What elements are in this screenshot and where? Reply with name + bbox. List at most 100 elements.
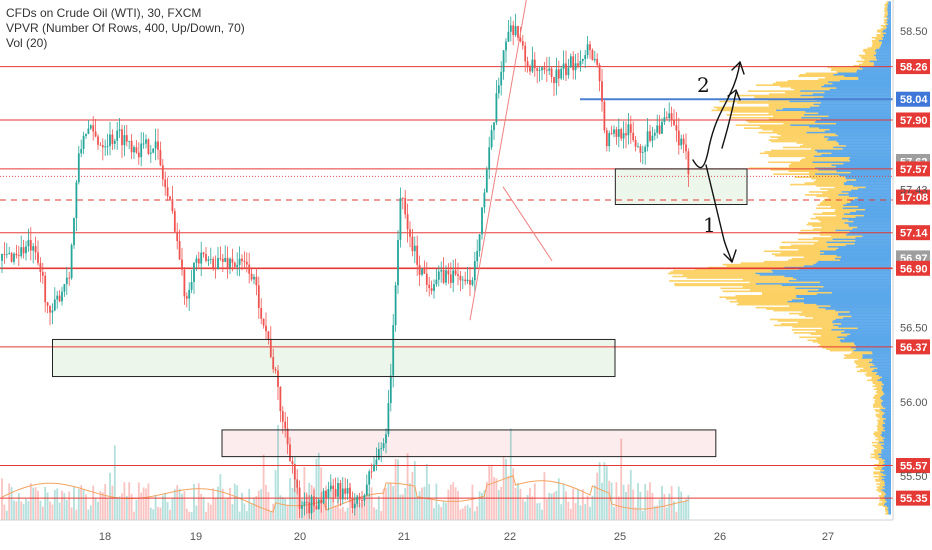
candle-body [625, 133, 627, 136]
price-tag-58-04[interactable]: 58.04 [896, 91, 930, 107]
vp-row-up [735, 294, 796, 297]
vp-row-down [885, 32, 891, 35]
volume-bar [411, 471, 414, 520]
vp-row-up [818, 219, 849, 221]
vp-row-up [770, 136, 825, 138]
volume-bar [99, 490, 102, 520]
vp-row-up [876, 33, 883, 36]
vp-row-up [809, 171, 851, 174]
trend-line-up[interactable] [469, 0, 530, 321]
vp-row-down [831, 292, 891, 294]
vp-row-up [810, 217, 842, 220]
price-tag-55-50[interactable]: 55.50 [900, 471, 928, 483]
vp-row-up [787, 79, 840, 82]
price-tag-bg [896, 260, 930, 276]
vp-row-down [871, 370, 891, 373]
vp-row-down [858, 205, 891, 208]
volume-bar [133, 511, 135, 520]
candle-body [507, 31, 510, 42]
vp-row-down [875, 56, 891, 58]
vp-row-down [887, 508, 891, 511]
candle-body [353, 503, 356, 509]
vp-row-up [871, 378, 880, 380]
vp-row-down [887, 7, 891, 9]
vp-row-up [872, 404, 882, 407]
vp-row-down [881, 385, 891, 388]
vp-row-down [836, 87, 891, 89]
vp-row-up [780, 251, 825, 254]
candle-body [382, 443, 385, 449]
price-tag-55-57[interactable]: 55.57 [896, 458, 930, 474]
vp-row-up [807, 222, 845, 224]
volume-bar [389, 483, 392, 520]
volume-bar [476, 506, 479, 520]
candle-body [387, 403, 390, 435]
vp-row-down [877, 379, 891, 382]
volume-bar [142, 487, 145, 520]
vp-row-up [871, 376, 882, 379]
price-tag-17-08[interactable]: 17:08 [896, 189, 930, 205]
vp-row-down [844, 337, 891, 340]
vp-row-up [781, 241, 827, 244]
vp-row-down [872, 363, 891, 365]
volume-bar [291, 488, 294, 520]
volume-bar [315, 458, 318, 520]
volume-bar [579, 505, 582, 520]
legend-vpvr[interactable]: VPVR (Number Of Rows, 400, Up/Down, 70) [6, 21, 245, 35]
price-tag-57-43[interactable]: 57.43 [900, 185, 928, 197]
price-tag-58-26[interactable]: 58.26 [896, 59, 930, 75]
volume-bar [601, 482, 603, 520]
volume-bar [339, 508, 342, 520]
green-zone-upper-border[interactable] [614, 168, 748, 206]
vp-row-up [775, 254, 837, 257]
vp-row-up [835, 214, 864, 217]
vp-row-down [882, 415, 891, 417]
vp-row-up [809, 191, 842, 193]
vp-row-up [791, 257, 835, 260]
vp-row-down [844, 330, 891, 333]
vp-row-down [886, 505, 891, 508]
candle-body [301, 505, 303, 509]
green-zone-lower-border[interactable] [52, 338, 616, 378]
volume-bar [435, 483, 438, 520]
candle-body [485, 169, 488, 193]
price-tag-56-90[interactable]: 56.90 [896, 260, 930, 276]
vp-row-down [842, 207, 891, 210]
price-tag-58-50[interactable]: 58.50 [900, 26, 928, 38]
price-tag-57-57[interactable]: 57.57 [896, 161, 930, 177]
price-tag-56-37[interactable]: 56.37 [896, 339, 930, 355]
vp-row-up [754, 96, 824, 98]
pink-zone-border[interactable] [221, 429, 717, 458]
vp-row-down [888, 1, 891, 3]
volume-bar [77, 488, 80, 520]
volume-bar [125, 495, 128, 520]
vp-row-up [726, 265, 804, 267]
price-tag-56-00[interactable]: 56.00 [900, 397, 928, 409]
arrow-up-path-2 [721, 91, 737, 149]
vp-row-up [799, 160, 850, 162]
vp-row-down [882, 410, 891, 413]
legend-symbol[interactable]: CFDs on Crude Oil (WTI), 30, FXCM [6, 6, 202, 20]
price-tag-55-35[interactable]: 55.35 [896, 490, 930, 506]
vp-row-down [873, 54, 891, 57]
vp-row-up [820, 335, 848, 337]
price-tag-57-90[interactable]: 57.90 [896, 112, 930, 128]
vp-row-down [887, 20, 891, 23]
candle-body [548, 68, 551, 71]
vp-row-up [816, 337, 845, 340]
vp-row-down [819, 250, 891, 253]
candle-body [133, 147, 135, 153]
price-tag-57-14[interactable]: 57.14 [896, 225, 930, 241]
vp-row-up [803, 143, 839, 146]
volume-bar [567, 501, 570, 520]
vp-row-down [887, 8, 891, 11]
legend-volume[interactable]: Vol (20) [6, 36, 48, 50]
trend-line-down[interactable] [502, 186, 553, 262]
price-tag-text: 58.50 [900, 26, 928, 38]
price-tag-56-50[interactable]: 56.50 [900, 323, 928, 335]
volume-ma-line [1, 475, 689, 513]
volume-bar [10, 487, 13, 520]
vp-row-down [837, 336, 891, 339]
vp-row-up [797, 321, 833, 324]
